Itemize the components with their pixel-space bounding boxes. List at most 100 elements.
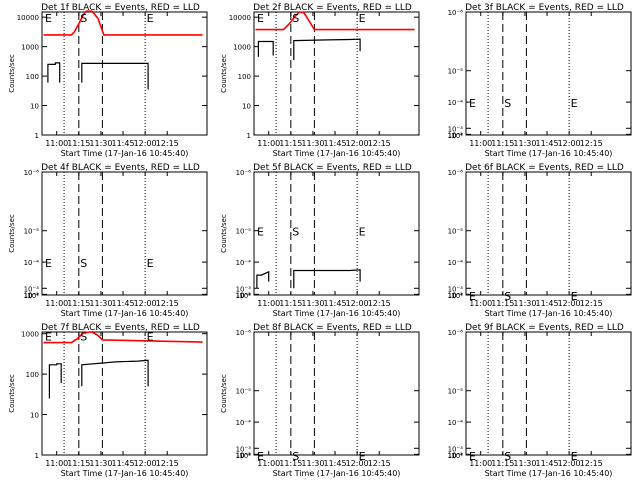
y-tick-label: 10⁻³ — [236, 285, 252, 293]
y-tick-label: 10⁻⁵ — [236, 388, 252, 396]
y-tick-label: 10⁻² — [24, 291, 40, 299]
marker-s: S — [80, 331, 87, 344]
series-events-line — [257, 40, 274, 57]
marker-e: E — [45, 257, 52, 270]
x-tick-label: 11:30 — [89, 459, 112, 468]
x-tick-label: 12:15 — [580, 299, 603, 308]
marker-e: E — [257, 450, 264, 463]
y-tick-label: 10⁻¹ — [448, 452, 464, 460]
x-tick-label: 12:00 — [134, 299, 157, 308]
y-tick-label: 10⁻⁴ — [24, 259, 40, 267]
x-tick-label: 11:45 — [323, 139, 346, 148]
x-tick-label: 11:00 — [469, 299, 492, 308]
y-tick-label: 10⁻⁵ — [236, 228, 252, 236]
y-tick-label: 10⁻² — [236, 291, 252, 299]
marker-s: S — [292, 12, 299, 25]
x-tick-label: 12:15 — [156, 139, 179, 148]
y-tick-label: 10⁻⁵ — [448, 228, 464, 236]
x-tick-label: 11:15 — [491, 299, 514, 308]
y-tick-label: 10⁻⁶ — [236, 169, 252, 177]
x-tick-label: 12:00 — [558, 459, 581, 468]
x-tick-label: 11:45 — [535, 299, 558, 308]
marker-e: E — [45, 331, 52, 344]
x-tick-label: 12:00 — [346, 299, 369, 308]
x-tick-label: 11:30 — [513, 299, 536, 308]
y-tick-label: 10⁰ — [451, 452, 463, 460]
x-tick-label: 11:00 — [45, 139, 68, 148]
x-tick-label: 12:00 — [346, 139, 369, 148]
x-tick-label: 11:45 — [535, 459, 558, 468]
x-tick-label: 12:15 — [368, 139, 391, 148]
y-tick-label: 10⁻¹ — [236, 292, 252, 300]
x-tick-label: 12:15 — [368, 459, 391, 468]
x-tick-label: 11:00 — [45, 459, 68, 468]
x-tick-label: 11:45 — [111, 459, 134, 468]
series-events-line — [81, 62, 149, 90]
marker-e: E — [359, 12, 366, 25]
x-tick-label: 11:30 — [89, 139, 112, 148]
chart-title: Det 4f BLACK = Events, RED = LLD — [41, 163, 200, 173]
marker-e: E — [469, 97, 476, 110]
x-tick-label: 11:15 — [67, 459, 90, 468]
chart-title: Det 7f BLACK = Events, RED = LLD — [41, 323, 200, 333]
marker-s: S — [504, 290, 511, 303]
series-events-line — [48, 363, 62, 399]
y-tick-label: 10 — [30, 412, 39, 420]
series-lld-line — [43, 331, 203, 344]
chart-title: Det 6f BLACK = Events, RED = LLD — [465, 163, 624, 173]
x-tick-label: 11:15 — [279, 299, 302, 308]
series-events-line — [256, 270, 270, 289]
x-axis-label: Start Time (17-Jan-16 10:45:40) — [273, 309, 401, 318]
y-tick-label: 10⁻³ — [24, 285, 40, 293]
y-tick-label: 10⁰ — [451, 132, 463, 140]
chart-title: Det 1f BLACK = Events, RED = LLD — [41, 3, 200, 13]
x-tick-label: 11:15 — [279, 459, 302, 468]
y-tick-label: 10⁰ — [27, 292, 39, 300]
y-tick-label: 10 — [30, 103, 39, 111]
x-axis-label: Start Time (17-Jan-16 10:45:40) — [485, 469, 613, 478]
x-tick-label: 11:45 — [535, 139, 558, 148]
marker-e: E — [469, 450, 476, 463]
y-tick-label: 10⁻⁵ — [448, 68, 464, 76]
marker-s: S — [292, 226, 299, 239]
x-tick-label: 11:15 — [67, 139, 90, 148]
series-events-line — [81, 359, 149, 387]
x-tick-label: 11:45 — [111, 139, 134, 148]
chart-title: Det 2f BLACK = Events, RED = LLD — [253, 3, 412, 13]
x-tick-label: 11:15 — [491, 139, 514, 148]
x-tick-label: 11:30 — [513, 459, 536, 468]
chart-title: Det 5f BLACK = Events, RED = LLD — [253, 163, 412, 173]
y-tick-label: 10⁻² — [448, 451, 464, 459]
marker-e: E — [571, 450, 578, 463]
x-tick-label: 11:00 — [257, 139, 280, 148]
y-tick-label: 1000 — [21, 44, 39, 52]
x-axis-label: Start Time (17-Jan-16 10:45:40) — [61, 149, 189, 158]
marker-e: E — [571, 97, 578, 110]
x-tick-label: 11:00 — [45, 299, 68, 308]
y-tick-label: 10⁻² — [448, 131, 464, 139]
y-tick-label: 10⁻⁴ — [448, 259, 464, 267]
y-tick-label: 1 — [247, 132, 251, 140]
x-tick-label: 11:30 — [89, 299, 112, 308]
marker-e: E — [147, 331, 154, 344]
y-tick-label: 10⁻² — [448, 291, 464, 299]
y-tick-label: 100 — [26, 73, 39, 81]
y-tick-label: 10⁻⁴ — [236, 419, 252, 427]
marker-e: E — [45, 12, 52, 25]
x-tick-label: 11:45 — [323, 459, 346, 468]
x-tick-label: 11:15 — [491, 459, 514, 468]
y-tick-label: 10⁻¹ — [236, 452, 252, 460]
chart-title: Det 8f BLACK = Events, RED = LLD — [253, 323, 412, 333]
y-tick-label: 10⁻⁶ — [236, 329, 252, 337]
x-tick-label: 11:00 — [469, 459, 492, 468]
chart-title: Det 9f BLACK = Events, RED = LLD — [465, 323, 624, 333]
marker-s: S — [504, 450, 511, 463]
y-tick-label: 10⁰ — [239, 292, 251, 300]
y-tick-label: 10⁻⁶ — [24, 169, 40, 177]
y-tick-label: 10⁻¹ — [24, 292, 40, 300]
y-tick-label: 10000 — [229, 14, 251, 22]
marker-e: E — [257, 12, 264, 25]
